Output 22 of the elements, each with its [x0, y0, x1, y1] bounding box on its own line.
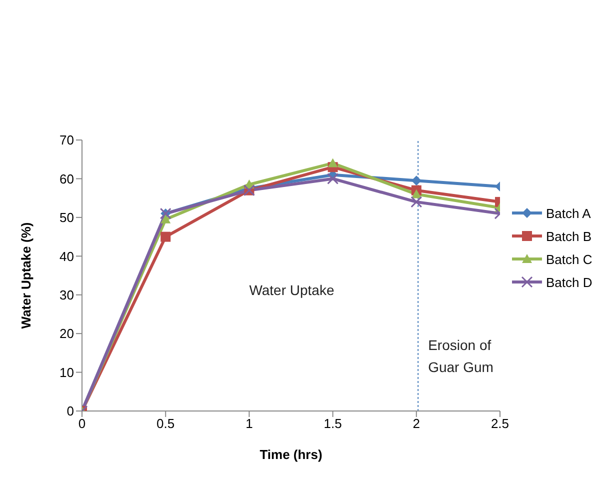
x-tick-label: 2.5	[490, 416, 510, 432]
y-tick-label: 50	[60, 210, 74, 226]
x-tick-label: 1.5	[324, 416, 342, 432]
y-axis-title: Water Uptake (%)	[18, 222, 34, 329]
x-tick-label: 0	[78, 416, 86, 432]
legend-label: Batch D	[546, 274, 592, 290]
x-tick-label: 2	[412, 416, 420, 432]
legend-label: Batch A	[546, 206, 591, 220]
annotation: Water Uptake	[249, 281, 334, 300]
y-tick-label: 60	[60, 171, 74, 186]
annotation: Erosion of Guar Gum	[428, 336, 494, 377]
y-tick-label: 70	[60, 132, 74, 148]
y-tick-label: 0	[66, 404, 74, 419]
y-tick-label: 30	[60, 287, 74, 302]
legend-label: Batch B	[546, 228, 592, 244]
y-tick-label: 40	[60, 248, 74, 264]
x-axis-title: Time (hrs)	[260, 447, 322, 462]
y-tick-label: 20	[60, 326, 74, 342]
y-tick-label: 10	[60, 364, 74, 380]
x-tick-label: 0.5	[156, 416, 175, 432]
x-tick-label: 1	[246, 416, 253, 432]
legend-label: Batch C	[546, 252, 592, 266]
